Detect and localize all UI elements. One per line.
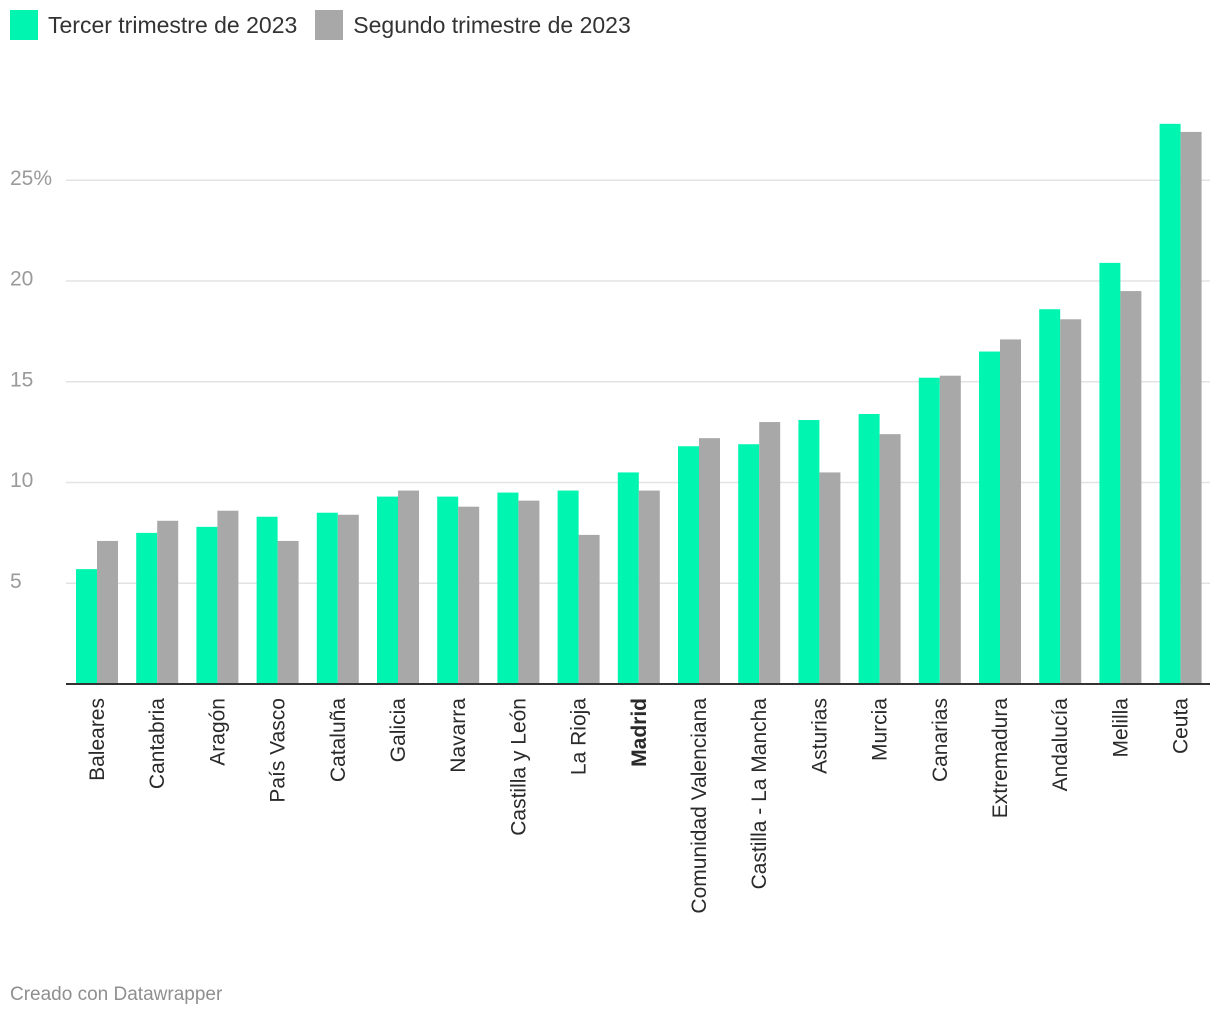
bar-q3 [497, 492, 519, 684]
bar-q2 [1120, 291, 1142, 684]
bar-chart: 5 10 15 20 25% Baleares Cantabria Aragón País Va… [10, 123, 1210, 914]
x-category-label: Baleares [86, 698, 109, 781]
bar-q3 [678, 446, 699, 684]
bar-q3 [858, 413, 880, 684]
credit-footer: Creado con Datawrapper [10, 984, 223, 1005]
bar-q2 [518, 500, 540, 684]
x-category-label: Ceuta [1170, 698, 1193, 754]
y-tick-label: 20 [10, 268, 33, 291]
legend-swatch-q2 [315, 10, 344, 40]
x-category-label: Navarra [447, 698, 470, 773]
y-tick-label: 5 [10, 570, 22, 593]
legend-item-q3: Tercer trimestre de 2023 [10, 10, 297, 40]
bar-q3 [1159, 123, 1181, 684]
x-category-label: Cataluña [327, 698, 350, 782]
bar-q2 [819, 472, 841, 684]
bar-q2 [337, 514, 359, 684]
bar-q2 [97, 540, 118, 684]
legend-label-q2: Segundo trimestre de 2023 [353, 11, 631, 38]
bar-q2 [578, 534, 600, 684]
x-category-label: Cantabria [146, 698, 169, 789]
legend-label-q3: Tercer trimestre de 2023 [48, 11, 298, 38]
bar-q3 [76, 569, 97, 684]
bar-q2 [217, 510, 239, 684]
bar-q2 [1060, 319, 1082, 684]
chart-legend: Tercer trimestre de 2023 Segundo trimest… [10, 10, 631, 40]
x-category-label: Madrid [628, 698, 651, 767]
y-tick-label: 15 [10, 368, 33, 391]
bar-q2 [157, 520, 179, 684]
bar-q2 [277, 540, 299, 684]
chart-area: 5 10 15 20 25% Baleares Cantabria Aragón País Va… [10, 123, 1210, 914]
y-tick-label: 10 [10, 469, 33, 492]
bar-q3 [738, 444, 760, 684]
bar-q2 [759, 422, 781, 684]
x-category-label: Asturias [808, 698, 831, 774]
x-category-label: Murcia [869, 698, 892, 761]
bar-q3 [798, 420, 820, 684]
x-category-label: Andalucía [1049, 698, 1072, 792]
bar-q2 [879, 434, 901, 684]
x-category-label: Aragón [206, 698, 229, 766]
bar-q3 [1099, 262, 1121, 684]
bar-q3 [979, 351, 1000, 684]
legend-item-q2: Segundo trimestre de 2023 [315, 10, 631, 40]
x-category-label: Castilla - La Mancha [748, 698, 771, 890]
x-category-label: Extremadura [989, 698, 1012, 819]
bar-q3 [136, 532, 158, 684]
bar-q2 [398, 490, 419, 684]
x-category-label: Galicia [387, 698, 410, 763]
bar-q3 [377, 496, 398, 684]
bar-q3 [557, 490, 579, 684]
bar-q3 [617, 472, 639, 684]
bar-q2 [939, 375, 961, 684]
bar-q2 [1000, 339, 1021, 684]
bar-q3 [256, 516, 278, 684]
bar-q3 [918, 377, 940, 684]
y-tick-label: 25% [10, 167, 52, 190]
legend-swatch-q3 [10, 10, 38, 40]
bar-q2 [458, 506, 480, 684]
bar-q2 [699, 438, 720, 684]
bar-q3 [437, 496, 459, 684]
x-category-label: La Rioja [568, 698, 591, 775]
bar-q2 [1180, 131, 1202, 684]
x-category-label: Melilla [1109, 698, 1132, 758]
bar-q3 [316, 512, 338, 684]
x-category-label: Canarias [929, 698, 952, 782]
x-category-label: Castilla y León [507, 698, 530, 836]
x-category-label: Comunidad Valenciana [688, 698, 711, 914]
bar-q3 [1039, 309, 1061, 684]
x-category-label: País Vasco [267, 698, 290, 803]
bar-q2 [638, 490, 660, 684]
bar-q3 [196, 526, 218, 684]
